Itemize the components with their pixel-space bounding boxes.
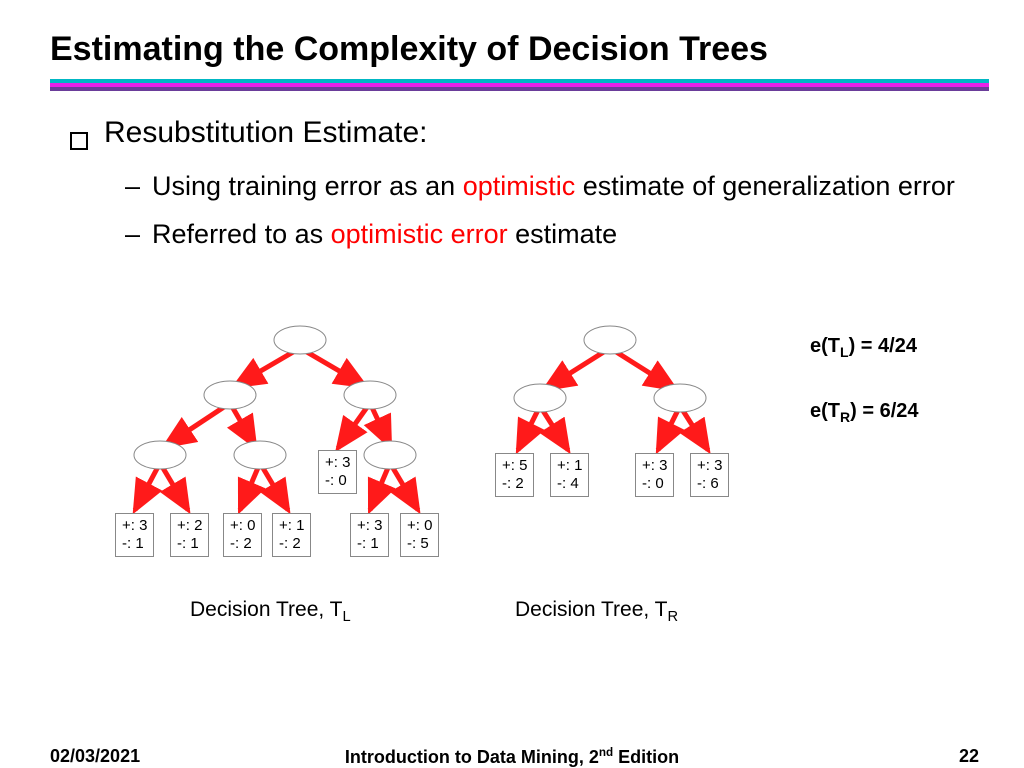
footer-book: Introduction to Data Mining, 2nd Edition	[0, 746, 1024, 768]
main-bullet-text: Resubstitution Estimate:	[104, 116, 427, 150]
leaf-box: +: 3-: 6	[690, 453, 729, 497]
tree-right-caption: Decision Tree, TR	[515, 598, 678, 625]
leaf-box: +: 3-: 0	[635, 453, 674, 497]
leaf-box: +: 2-: 1	[170, 513, 209, 557]
sub-bullet-2-text: Referred to as optimistic error estimate	[152, 216, 617, 252]
leaf-box: +: 3-: 1	[115, 513, 154, 557]
leaf-box: +: 3-: 1	[350, 513, 389, 557]
dash-icon: –	[125, 168, 140, 204]
sub-bullet-1: – Using training error as an optimistic …	[125, 168, 974, 204]
equation-2: e(TR) = 6/24	[810, 400, 919, 425]
leaf-box: +: 5-: 2	[495, 453, 534, 497]
title-rule	[50, 79, 989, 91]
dash-icon: –	[125, 216, 140, 252]
leaf-box: +: 0-: 5	[400, 513, 439, 557]
leaf-box: +: 0-: 2	[223, 513, 262, 557]
sub-bullet-1-text: Using training error as an optimistic es…	[152, 168, 955, 204]
sub-bullet-2: – Referred to as optimistic error estima…	[125, 216, 974, 252]
leaf-box: +: 1-: 4	[550, 453, 589, 497]
square-bullet-icon	[70, 132, 88, 150]
main-bullet: Resubstitution Estimate:	[70, 116, 974, 150]
footer-page: 22	[959, 746, 979, 767]
tree-left-caption: Decision Tree, TL	[190, 598, 351, 625]
leaf-box: +: 3-: 0	[318, 450, 357, 494]
diagram-area: +: 3-: 0 +: 3-: 1 +: 2-: 1 +: 0-: 2 +: 1-: 2…	[40, 320, 980, 660]
slide-title: Estimating the Complexity of Decision Tr…	[0, 0, 1024, 79]
equation-1: e(TL) = 4/24	[810, 335, 917, 360]
leaf-box: +: 1-: 2	[272, 513, 311, 557]
content-area: Resubstitution Estimate: – Using trainin…	[0, 91, 1024, 253]
